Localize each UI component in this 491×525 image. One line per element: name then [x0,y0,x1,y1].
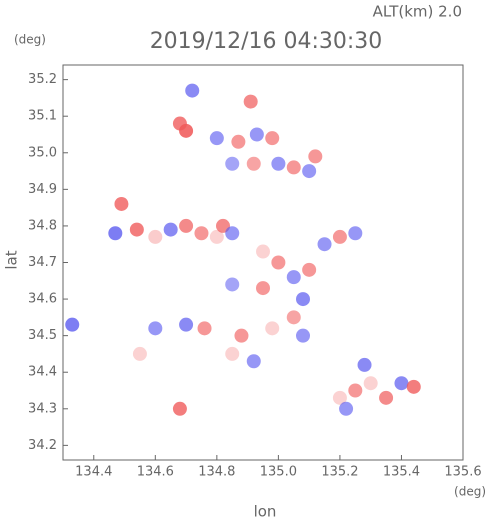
echo-point [256,281,270,296]
x-tick-label: 135.6 [444,465,481,480]
echo-point [286,270,301,285]
echo-point [209,229,224,244]
echo-point [296,328,310,343]
echo-point [379,390,394,405]
echo-point [363,376,378,391]
echo-point [296,292,310,307]
echo-point [179,317,194,332]
y-tick-label: 35.1 [28,109,57,124]
echo-point [348,226,363,241]
y-tick-label: 34.8 [28,218,57,233]
echo-point [348,383,363,398]
echo-point [246,354,261,369]
echo-point [108,226,123,241]
echo-point [194,226,209,241]
echo-point [246,156,261,171]
y-tick-label: 34.4 [28,365,57,380]
y-tick-label: 34.9 [28,182,57,197]
echo-point [197,321,212,336]
y-axis-label: lat [3,250,21,269]
altitude-label: ALT(km) 2.0 [373,3,462,21]
echo-point [286,160,301,175]
plot-marks [65,83,421,416]
echo-point [148,229,163,244]
echo-point [394,376,409,391]
echo-point [132,346,147,361]
echo-point [179,218,194,233]
y-tick-label: 34.7 [28,255,57,270]
echo-point [256,244,270,259]
echo-point [302,262,317,277]
echo-point [243,94,258,109]
echo-point [225,346,240,361]
y-tick-label: 34.3 [28,401,57,416]
echo-point [317,237,332,252]
y-tick-label: 34.5 [28,328,57,343]
echo-point [339,401,354,416]
y-tick-label: 34.2 [28,438,57,453]
echo-point [225,226,240,241]
echo-point [249,127,264,142]
echo-point [148,321,163,336]
echo-point [231,134,246,149]
y-tick-label: 35.0 [28,145,57,160]
chart-title: 2019/12/16 04:30:30 [150,29,383,54]
echo-point [172,401,187,416]
echo-point [332,390,347,405]
echo-point [406,379,421,394]
x-tick-label: 134.4 [75,465,112,480]
echo-point [185,83,200,98]
x-unit: (deg) [454,485,486,499]
plot-frame [62,64,464,461]
x-tick-label: 134.8 [198,465,235,480]
y-tick-label: 34.6 [28,292,57,307]
x-tick-label: 135.4 [383,465,420,480]
echo-point [225,277,240,292]
echo-point [225,156,240,171]
x-axis-label: lon [254,503,277,521]
echo-point [332,229,347,244]
echo-point [271,255,286,270]
echo-point [65,317,80,332]
echo-point [265,321,280,336]
echo-point [172,116,187,131]
echo-point [271,156,286,171]
echo-point [114,196,129,211]
echo-point [129,222,144,237]
echo-point [234,328,249,343]
echo-point [357,357,372,372]
x-tick-label: 134.6 [137,465,174,480]
x-tick-label: 135.0 [260,465,297,480]
y-unit: (deg) [14,33,46,47]
echo-point [302,164,317,179]
y-tick-label: 35.2 [28,72,57,87]
echo-point [209,131,224,146]
echo-point [286,310,301,325]
echo-point [308,149,323,164]
echo-point [265,131,280,146]
x-tick-label: 135.2 [321,465,358,480]
echo-point [163,222,178,237]
